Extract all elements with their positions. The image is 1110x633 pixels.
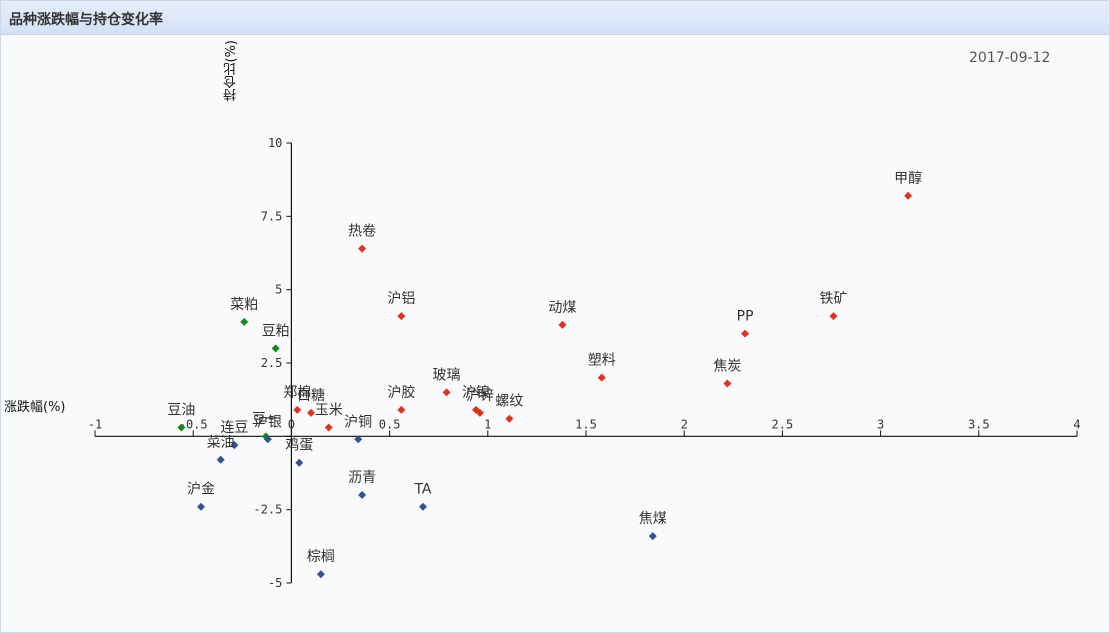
- data-point-label: PP: [737, 309, 754, 325]
- data-point: [648, 532, 657, 541]
- data-point: [354, 435, 363, 444]
- data-point-label: 豆一: [252, 411, 280, 427]
- x-tick-label: 1.5: [575, 417, 597, 431]
- data-point-label: 连豆: [220, 420, 248, 436]
- data-point: [741, 329, 750, 338]
- data-point: [397, 312, 406, 321]
- data-point-label: 沪铝: [387, 291, 415, 307]
- y-tick-label: 5: [275, 283, 282, 297]
- y-axis-label-wrap: 持仓比(%): [222, 40, 242, 110]
- data-point: [397, 405, 406, 414]
- x-tick-label: 2.5: [772, 417, 794, 431]
- data-point-label: 塑料: [588, 353, 616, 369]
- data-point: [829, 312, 838, 321]
- x-tick-label: 3.5: [968, 417, 990, 431]
- data-point: [316, 570, 325, 579]
- data-point-label: 铁矿: [819, 291, 847, 307]
- x-tick-label: 3: [877, 417, 884, 431]
- data-point: [197, 502, 206, 511]
- data-point: [442, 388, 451, 397]
- data-point: [177, 423, 186, 432]
- data-point-label: 玉米: [315, 403, 343, 419]
- data-point-label: 沪铜: [344, 414, 372, 430]
- data-point: [358, 491, 367, 499]
- data-point: [293, 405, 302, 414]
- data-point: [723, 379, 732, 388]
- x-tick-label: -1: [88, 417, 102, 431]
- data-point-label: 焦煤: [639, 511, 667, 527]
- y-tick-label: -2.5: [253, 503, 282, 517]
- x-tick-label: 1: [484, 417, 491, 431]
- data-point-label: 沪胶: [387, 384, 415, 401]
- data-point-label: 沪金: [187, 482, 215, 498]
- data-point: [904, 191, 913, 200]
- data-point-label: TA: [413, 482, 431, 498]
- data-point-label: 沪镍: [462, 385, 490, 401]
- y-axis-label: 持仓比(%): [224, 40, 239, 102]
- data-point: [558, 320, 567, 329]
- data-point: [597, 373, 606, 382]
- data-point: [216, 455, 225, 464]
- data-point: [358, 244, 367, 253]
- data-point: [295, 458, 304, 467]
- data-point-label: 白糖: [297, 388, 325, 404]
- data-point-label: 动煤: [548, 300, 576, 316]
- x-tick-label: 0.5: [379, 417, 401, 431]
- data-point: [230, 441, 239, 450]
- data-point: [505, 414, 514, 423]
- data-point-label: 豆粕: [262, 323, 290, 339]
- data-point-label: 沥青: [348, 470, 376, 486]
- x-tick-label: -0.5: [179, 417, 208, 431]
- data-point-label: 玻璃: [433, 366, 461, 383]
- data-point-label: 沪锌: [466, 388, 494, 404]
- data-point: [240, 317, 249, 326]
- data-point-label: 热卷: [348, 224, 376, 240]
- x-axis-label: 涨跌幅(%): [4, 400, 66, 415]
- data-point-label: 菜油: [207, 435, 235, 451]
- y-tick-label: -5: [268, 576, 282, 590]
- data-point-label: 螺纹: [495, 394, 523, 410]
- data-point-label: 菜粕: [230, 297, 258, 313]
- panel-header: 品种涨跌幅与持仓变化率: [1, 1, 1109, 35]
- data-point-label: 棕榈: [307, 549, 335, 565]
- y-tick-label: 7.5: [261, 209, 283, 223]
- x-tick-label: 2: [681, 417, 688, 431]
- data-point: [324, 423, 333, 432]
- y-tick-label: 2.5: [261, 356, 283, 370]
- data-point-label: 鸡蛋: [285, 437, 313, 454]
- data-point: [271, 344, 280, 353]
- data-point: [475, 408, 484, 417]
- data-point-label: 沪银: [254, 414, 282, 430]
- data-point-label: 甲醇: [894, 170, 922, 187]
- chart-date: 2017-09-12: [969, 50, 1051, 66]
- data-point: [307, 408, 316, 417]
- y-tick-label: 10: [268, 136, 282, 150]
- x-tick-label: 0: [288, 417, 295, 431]
- panel-title: 品种涨跌幅与持仓变化率: [9, 12, 163, 28]
- data-point-label: 焦炭: [713, 359, 741, 375]
- x-tick-label: 4: [1073, 417, 1080, 431]
- data-point: [418, 502, 427, 511]
- data-point-label: 郑棉: [283, 384, 311, 401]
- data-point: [263, 435, 272, 444]
- data-point-label: 豆油: [167, 403, 195, 419]
